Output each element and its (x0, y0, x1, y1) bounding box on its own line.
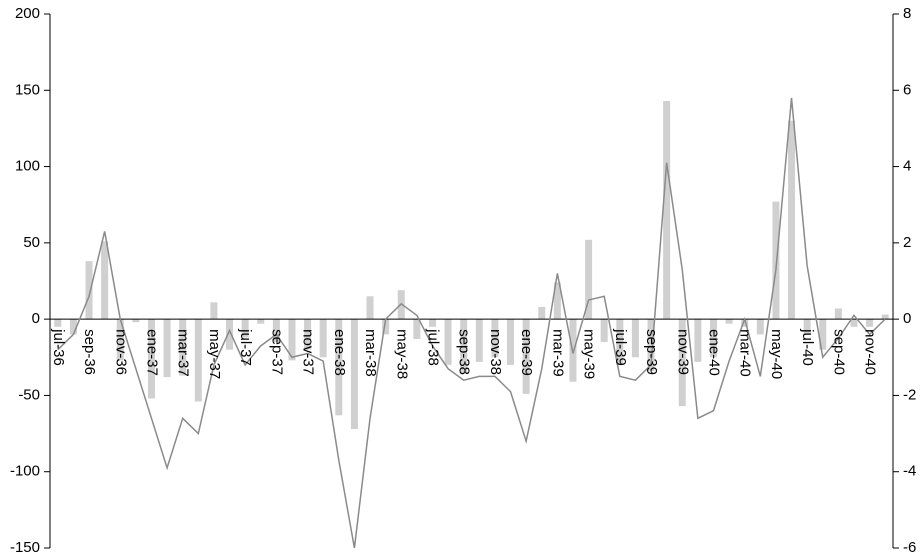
bar (756, 319, 764, 335)
bar (803, 319, 811, 335)
bar (585, 239, 593, 320)
y-tick-label: -150 (10, 539, 40, 554)
y-tick-label: 100 (15, 158, 40, 175)
bar (600, 319, 608, 343)
bar (772, 201, 780, 320)
bar (460, 319, 468, 373)
bar (788, 120, 796, 320)
bar (116, 319, 124, 361)
bar (475, 319, 483, 362)
bar (694, 319, 702, 362)
bar (491, 319, 499, 358)
bar (428, 319, 436, 327)
x-tick-label: sep-40 (830, 329, 847, 375)
bar (616, 319, 624, 365)
x-tick-label: sep-38 (456, 329, 473, 375)
y-tick-label: 0 (32, 310, 40, 327)
bar (819, 319, 827, 350)
x-tick-label: nov-36 (112, 329, 129, 375)
bar (257, 319, 265, 324)
bar (866, 319, 874, 327)
bar (335, 319, 343, 416)
x-tick-label: jul-36 (50, 328, 67, 366)
x-tick-label: mar-39 (549, 329, 566, 377)
bar (382, 319, 390, 335)
y-tick-label: 50 (23, 234, 40, 251)
y2-tick-label: 4 (903, 158, 911, 175)
x-tick-label: sep-39 (643, 329, 660, 375)
bar (163, 319, 171, 378)
y2-tick-label: -2 (903, 386, 916, 403)
bar (507, 319, 515, 365)
x-tick-label: jul-38 (425, 328, 442, 366)
bar (350, 319, 358, 429)
x-tick-label: jul-40 (799, 328, 816, 366)
bar (54, 319, 62, 327)
bar (366, 296, 374, 320)
x-tick-label: ene-37 (144, 329, 161, 376)
y2-tick-label: -4 (903, 463, 916, 480)
bar (85, 261, 93, 320)
x-tick-label: nov-38 (487, 329, 504, 375)
bar (241, 319, 249, 338)
y2-tick-label: -6 (903, 539, 916, 554)
bar (850, 319, 858, 327)
bar (288, 319, 296, 361)
bar (272, 319, 280, 343)
bar (709, 319, 717, 358)
bar (538, 306, 546, 320)
bar (179, 319, 187, 376)
bar (881, 314, 889, 320)
x-tick-label: nov-39 (674, 329, 691, 375)
x-tick-label: sep-36 (81, 329, 98, 375)
x-tick-label: ene-38 (331, 329, 348, 376)
bar (631, 319, 639, 358)
x-tick-label: mar-37 (175, 329, 192, 377)
bar (132, 319, 140, 323)
x-tick-label: sep-37 (268, 329, 285, 375)
bar (663, 100, 671, 320)
y-tick-label: 200 (15, 5, 40, 22)
x-tick-label: may-40 (768, 329, 785, 379)
y2-tick-label: 2 (903, 234, 911, 251)
bar (147, 319, 155, 399)
y2-tick-label: 6 (903, 81, 911, 98)
bar (741, 319, 749, 327)
x-tick-label: jul-39 (612, 328, 629, 366)
line (57, 97, 886, 549)
bar (725, 319, 733, 324)
bar (444, 319, 452, 365)
y2-tick-label: 0 (903, 310, 911, 327)
bar (226, 319, 234, 350)
bar (522, 319, 530, 394)
bar (413, 319, 421, 339)
bar (69, 319, 77, 335)
bar (678, 319, 686, 407)
bar (304, 319, 312, 350)
bar (553, 282, 561, 320)
x-tick-label: nov-37 (300, 329, 317, 375)
x-tick-label: mar-40 (737, 329, 754, 377)
x-tick-label: mar-38 (362, 329, 379, 377)
x-tick-label: ene-40 (706, 329, 723, 376)
bar (210, 302, 218, 320)
x-tick-label: ene-39 (518, 329, 535, 376)
bar (319, 319, 327, 358)
y2-tick-label: 8 (903, 5, 911, 22)
x-tick-label: may-38 (393, 329, 410, 379)
x-tick-label: may-37 (206, 329, 223, 379)
y-tick-label: -50 (18, 386, 40, 403)
y-tick-label: -100 (10, 463, 40, 480)
bar (647, 319, 655, 372)
bar (834, 308, 842, 320)
y-tick-label: 150 (15, 81, 40, 98)
bar (194, 319, 202, 402)
x-tick-label: may-39 (581, 329, 598, 379)
x-tick-label: nov-40 (862, 329, 879, 375)
bar (101, 241, 109, 320)
x-tick-label: jul-37 (237, 328, 254, 366)
